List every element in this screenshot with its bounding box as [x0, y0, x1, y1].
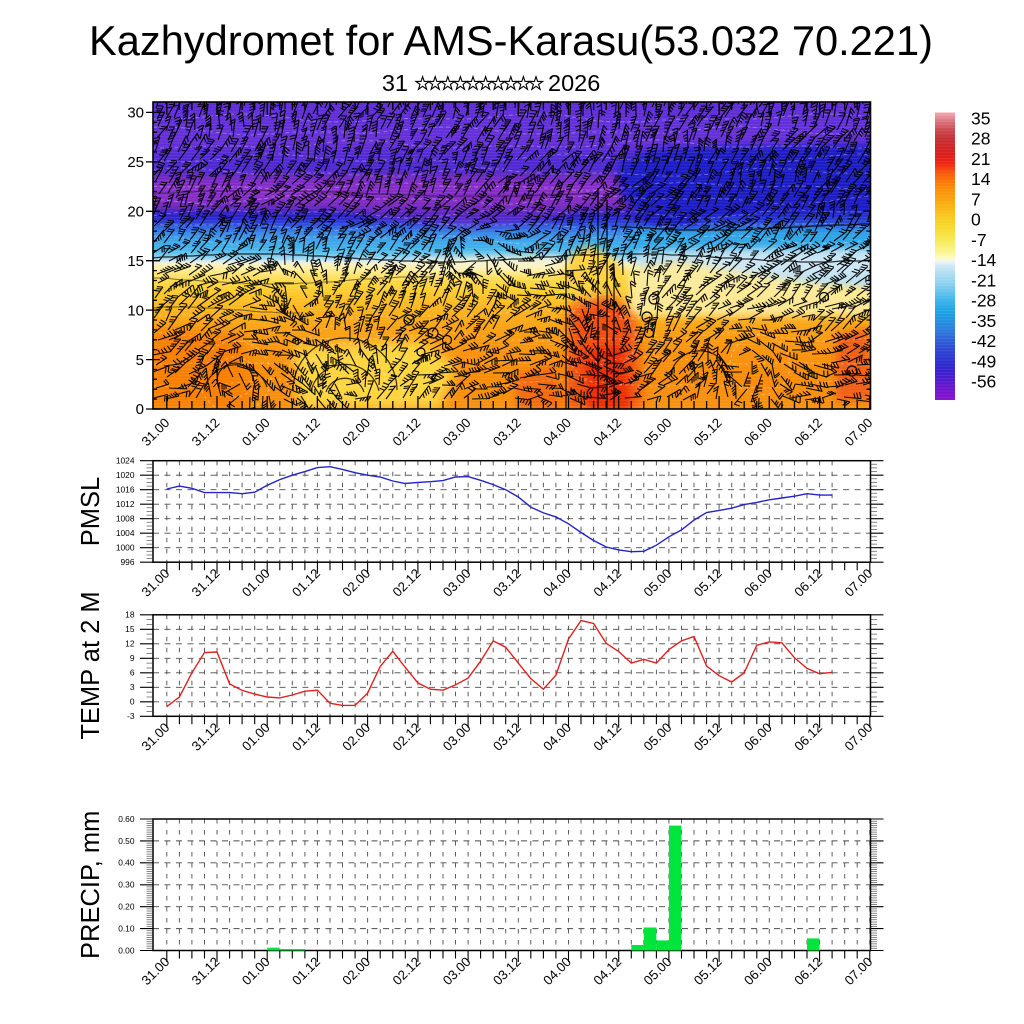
svg-text:7: 7: [971, 190, 981, 210]
svg-text:18: 18: [125, 610, 135, 620]
svg-text:15: 15: [127, 253, 144, 270]
svg-text:1004: 1004: [116, 528, 135, 538]
svg-text:-28: -28: [971, 291, 996, 311]
svg-text:PMSL: PMSL: [77, 477, 105, 546]
svg-text:2026: 2026: [548, 70, 600, 96]
svg-text:-21: -21: [971, 271, 996, 291]
svg-text:3: 3: [130, 682, 135, 692]
svg-text:1016: 1016: [116, 485, 135, 495]
svg-text:0: 0: [136, 401, 144, 418]
svg-text:1012: 1012: [116, 499, 135, 509]
svg-text:0.20: 0.20: [118, 902, 135, 912]
svg-text:0.60: 0.60: [118, 814, 135, 824]
svg-text:0: 0: [971, 210, 981, 230]
svg-text:25: 25: [127, 154, 144, 171]
svg-text:-56: -56: [971, 372, 996, 392]
svg-text:5: 5: [136, 352, 144, 369]
svg-text:0: 0: [130, 697, 135, 707]
svg-text:TEMP at 2 M: TEMP at 2 M: [77, 591, 105, 739]
svg-text:0.00: 0.00: [118, 945, 135, 955]
svg-text:15: 15: [125, 624, 135, 634]
svg-text:Kazhydromet for AMS-Karasu(53.: Kazhydromet for AMS-Karasu(53.032 70.221…: [89, 17, 933, 64]
svg-text:1008: 1008: [116, 514, 135, 524]
svg-text:1024: 1024: [116, 456, 135, 466]
svg-text:9: 9: [130, 653, 135, 663]
svg-text:1020: 1020: [116, 470, 135, 480]
svg-text:0.40: 0.40: [118, 858, 135, 868]
svg-text:1000: 1000: [116, 543, 135, 553]
svg-text:-35: -35: [971, 311, 996, 331]
svg-text:-42: -42: [971, 331, 996, 351]
svg-text:28: 28: [971, 129, 990, 149]
svg-text:0.10: 0.10: [118, 924, 135, 934]
svg-text:6: 6: [130, 668, 135, 678]
svg-text:-49: -49: [971, 352, 996, 372]
svg-text:21: 21: [971, 149, 990, 169]
svg-text:0.50: 0.50: [118, 836, 135, 846]
svg-text:-3: -3: [127, 711, 135, 721]
svg-text:20: 20: [127, 204, 144, 221]
svg-text:30: 30: [127, 105, 144, 122]
svg-text:31: 31: [382, 70, 408, 96]
svg-text:35: 35: [971, 109, 990, 129]
svg-text:10: 10: [127, 302, 144, 319]
svg-text:-14: -14: [971, 250, 997, 270]
svg-text:PRECIP, mm: PRECIP, mm: [77, 811, 105, 959]
svg-text:12: 12: [125, 639, 135, 649]
svg-text:-7: -7: [971, 230, 987, 250]
svg-text:0.30: 0.30: [118, 880, 135, 890]
svg-text:996: 996: [121, 557, 135, 567]
svg-text:14: 14: [971, 169, 991, 189]
